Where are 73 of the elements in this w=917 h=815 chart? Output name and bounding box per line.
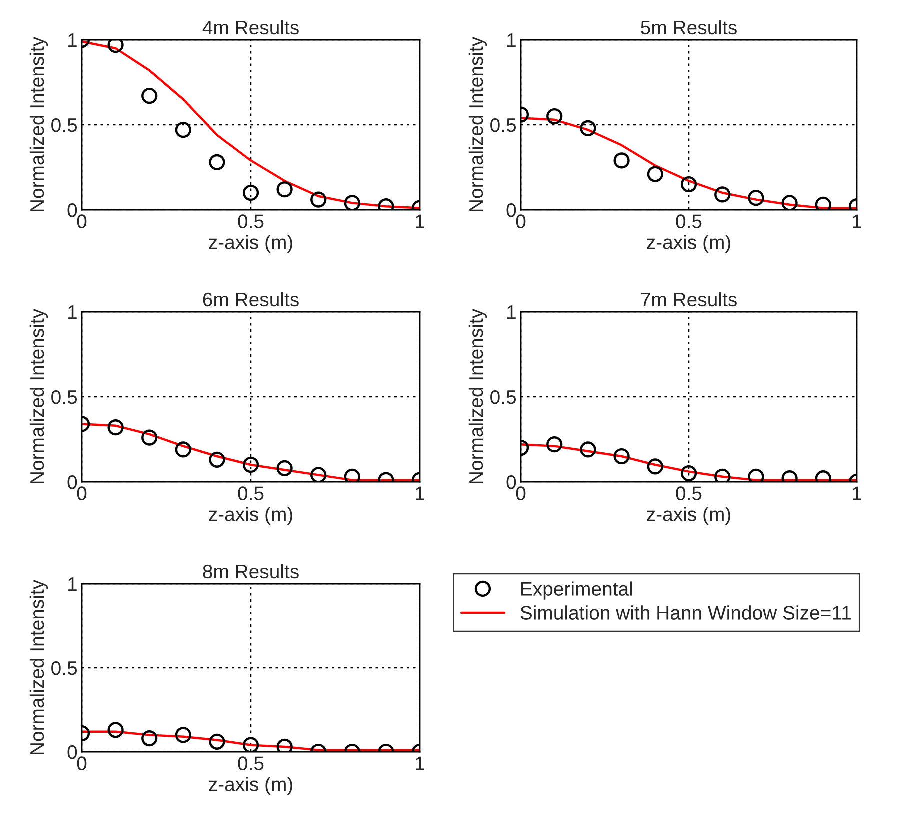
point: [580, 120, 596, 136]
point: [680, 176, 698, 193]
y-tick-label: 1: [508, 306, 516, 320]
chart-title: 7m Results: [641, 292, 737, 307]
point: [714, 186, 731, 203]
chart-title: 6m Results: [203, 292, 299, 307]
point: [782, 195, 798, 210]
legend-label: Experimental: [522, 582, 632, 600]
y-tick-label: 1: [508, 34, 516, 48]
y-tick-label: 0.5: [52, 661, 78, 676]
y-axis-title: Normalized Intensity: [30, 580, 48, 754]
x-tick-label: 0: [516, 214, 526, 228]
x-axis-title: z-axis (m): [209, 235, 292, 254]
line-series: [82, 40, 420, 210]
chart-title: 8m Results: [203, 564, 299, 579]
point: [276, 182, 293, 198]
y-tick-label: 0.5: [52, 390, 78, 404]
y-tick-label: 1: [68, 306, 77, 320]
point: [647, 166, 664, 182]
y-tick-label: 0.5: [52, 118, 78, 132]
point: [108, 40, 124, 54]
y-tick-label: 1: [68, 578, 77, 592]
y-tick-label: 0: [506, 203, 516, 218]
x-axis-title: z-axis (m): [647, 235, 730, 254]
x-tick-label: 1: [853, 486, 862, 500]
x-tick-label: 1: [853, 214, 862, 228]
point: [815, 196, 832, 210]
chart-title: 5m Results: [641, 20, 737, 35]
y-axis-title: Normalized Intensity: [468, 36, 488, 212]
point: [175, 122, 192, 138]
point: [748, 190, 764, 206]
x-tick-label: 0.5: [238, 214, 264, 228]
x-axis-title: z-axis (m): [209, 507, 292, 526]
y-tick-label: 0: [506, 475, 516, 490]
x-tick-label: 0.5: [676, 486, 702, 500]
point: [142, 430, 158, 446]
x-tick-label: 1: [416, 214, 424, 228]
point: [344, 468, 360, 482]
point: [242, 184, 260, 202]
point: [209, 154, 226, 170]
point: [175, 442, 192, 458]
point: [344, 195, 360, 210]
y-axis-title: Normalized Intensity: [468, 308, 488, 484]
point: [108, 420, 124, 436]
y-tick-label: 0: [68, 203, 78, 218]
x-tick-label: 1: [416, 756, 424, 770]
chart-title: 4m Results: [202, 20, 299, 35]
x-axis-title: z-axis (m): [647, 507, 730, 526]
x-tick-label: 0: [77, 486, 87, 500]
y-axis-title: Normalized Intensity: [30, 36, 48, 212]
y-tick-label: 0: [68, 475, 78, 490]
x-tick-label: 0.5: [238, 756, 264, 770]
legend-label: Simulation with Hann Window Size=11: [520, 606, 851, 620]
point: [209, 452, 226, 468]
y-axis-title: Normalized Intensity: [30, 308, 48, 484]
point: [614, 152, 630, 169]
x-tick-label: 0: [77, 756, 87, 770]
point: [276, 460, 293, 476]
point: [242, 456, 260, 474]
x-tick-label: 0.5: [676, 214, 702, 228]
point: [142, 88, 158, 104]
y-tick-label: 0: [68, 745, 78, 760]
y-tick-label: 0.5: [490, 118, 516, 132]
x-tick-label: 0: [516, 486, 526, 500]
point: [310, 192, 327, 208]
x-tick-label: 0.5: [238, 486, 264, 500]
point: [310, 467, 327, 482]
x-axis-title: z-axis (m): [209, 777, 292, 796]
x-tick-label: 1: [416, 486, 424, 500]
y-tick-label: 0.5: [490, 390, 516, 404]
x-tick-label: 0: [77, 214, 87, 228]
point: [546, 108, 563, 125]
y-tick-label: 1: [68, 34, 77, 48]
